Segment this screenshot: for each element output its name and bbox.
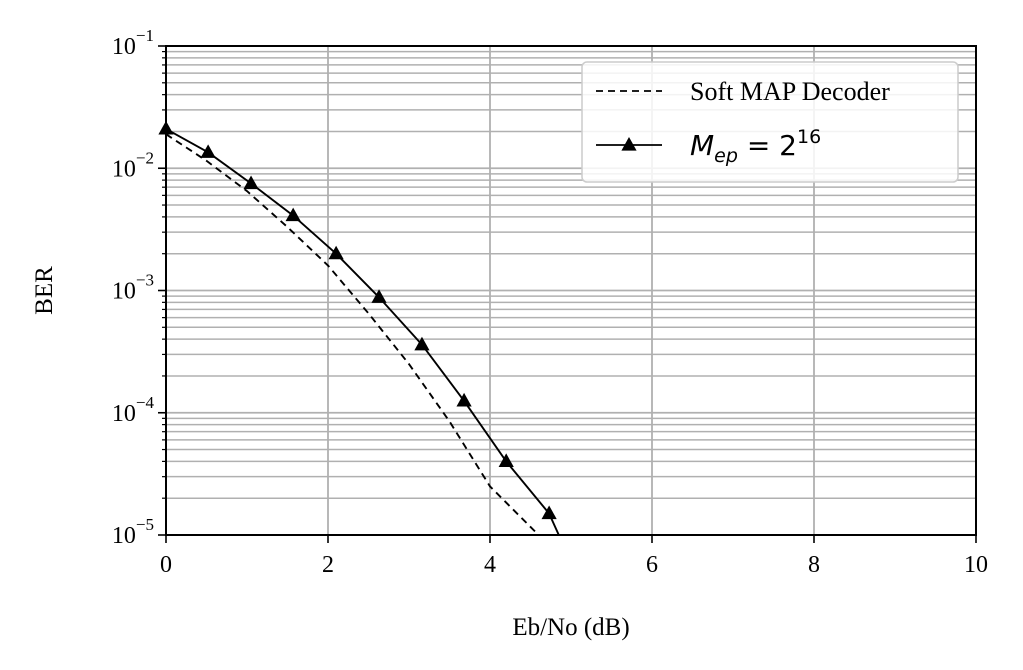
x-tick-label: 4 [484,552,496,578]
y-tick-exponent: −2 [136,148,154,167]
y-tick-base: 10 [112,401,136,427]
series-line-1 [166,128,560,535]
legend: Soft MAP Decoder Mep = 216 [581,61,959,183]
y-tick-base: 10 [112,279,136,305]
y-tick-base: 10 [112,523,136,549]
tick-marks [158,45,977,543]
y-axis-label: BER [31,266,58,315]
y-tick-label: 10−1 [112,26,154,60]
y-tick-exponent: −1 [136,26,154,45]
series-point-1 [243,175,259,190]
legend-entry-soft-map: Soft MAP Decoder [690,77,890,106]
series-line-0 [166,133,540,535]
series-point-1 [414,336,430,351]
y-tick-exponent: −5 [136,515,154,534]
tick-labels: 10−110−210−310−410−50 2 4 6 8 10 [112,26,988,578]
series-point-1 [328,245,344,260]
x-axis-label: Eb/No (dB) [512,614,629,641]
legend-mep-subscript: ep [714,145,738,167]
y-tick-exponent: −3 [136,271,154,290]
series-point-1 [285,207,301,222]
x-tick-label: 2 [322,552,334,578]
y-tick-label: 10−2 [112,148,154,182]
series-layer [158,120,560,535]
x-tick-label: 10 [964,552,988,578]
legend-mep-symbol: M [690,129,714,162]
y-tick-label: 10−3 [112,271,154,305]
legend-entry-mep: Mep = 216 [690,126,821,167]
series-point-1 [371,289,387,303]
x-tick-label: 6 [646,552,658,578]
series-point-1 [498,453,514,467]
x-tick-label: 0 [160,552,172,578]
legend-box [581,61,959,183]
y-tick-base: 10 [112,34,136,60]
x-tick-label: 8 [808,552,820,578]
y-tick-label: 10−5 [112,515,154,549]
legend-mep-rhs: = 2 [738,129,797,162]
legend-mep-superscript: 16 [797,126,821,148]
series-point-1 [200,144,216,158]
series-point-1 [541,505,557,520]
y-tick-exponent: −4 [136,393,155,412]
legend-marker-triangle [621,137,637,151]
y-tick-base: 10 [112,156,136,182]
series-point-1 [456,392,472,407]
y-tick-label: 10−4 [112,393,155,427]
